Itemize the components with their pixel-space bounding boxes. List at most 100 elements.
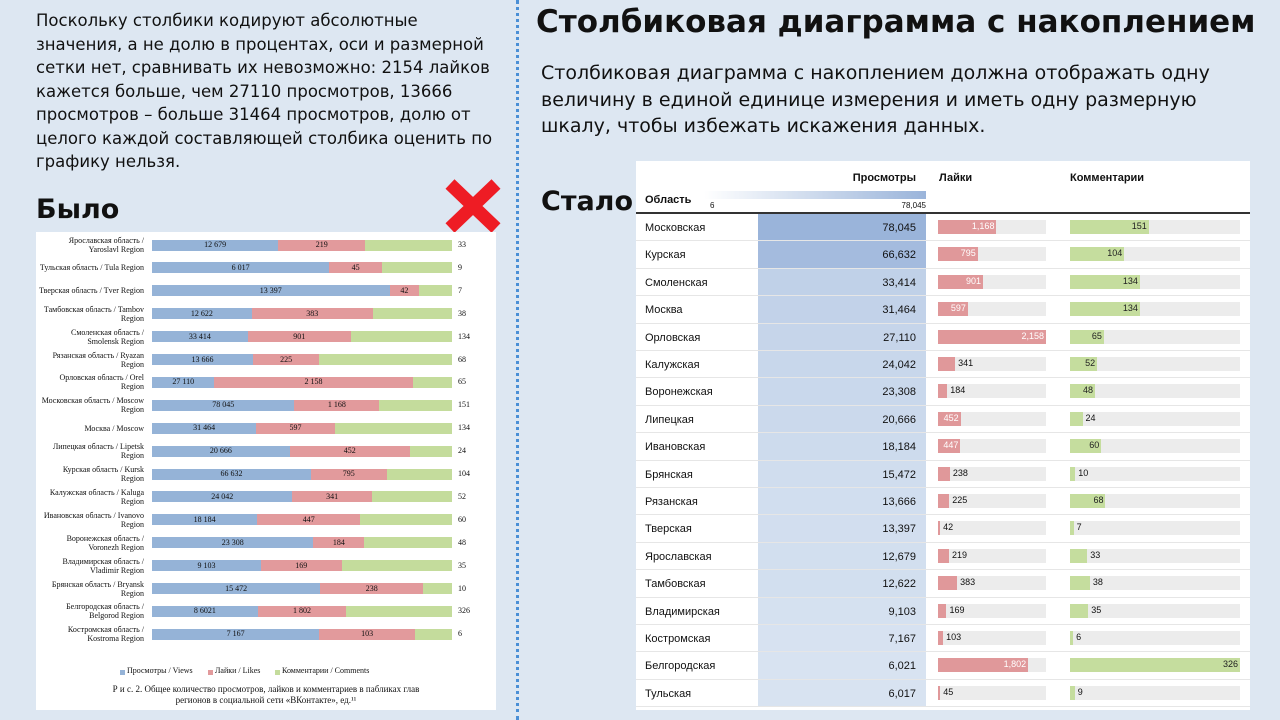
header-rule xyxy=(636,212,1250,214)
row-rule xyxy=(636,569,1250,571)
views-cell xyxy=(758,652,926,679)
value-label: 597 xyxy=(289,423,302,433)
value-label: 7 xyxy=(458,285,462,295)
region: Калужская xyxy=(645,359,700,371)
bar-track xyxy=(1070,329,1240,344)
comments-value: 33 xyxy=(1090,549,1101,560)
bar-segment xyxy=(292,491,372,503)
bar-track xyxy=(938,576,1046,591)
likes-bar xyxy=(938,247,978,262)
bar-segment xyxy=(152,376,215,388)
bar-track xyxy=(1070,603,1240,618)
category-label: Ивановская область / Ivanovo Region xyxy=(43,510,144,529)
comments-value: 38 xyxy=(1092,577,1103,588)
bar-segment xyxy=(386,468,452,480)
value-label: 103 xyxy=(361,629,374,639)
comments-bar xyxy=(1070,603,1089,618)
bar-segment xyxy=(152,422,257,434)
color-scale xyxy=(704,191,926,199)
value-label: 8 6021 xyxy=(193,606,216,616)
value-label: 24 xyxy=(458,446,466,456)
views-value: 15,472 xyxy=(882,468,916,481)
value-label: 383 xyxy=(306,308,319,318)
value-label: 1 168 xyxy=(327,400,346,410)
likes-value: 795 xyxy=(960,248,976,259)
value-label: 447 xyxy=(302,514,315,524)
comments-bar xyxy=(1070,247,1125,262)
views-value: 20,666 xyxy=(882,413,916,426)
bar-track xyxy=(1070,384,1240,399)
comments-bar xyxy=(1070,631,1074,645)
bar-segment xyxy=(152,354,254,365)
region: Ивановская xyxy=(645,441,706,454)
category-label: Москва / Moscow xyxy=(84,423,144,433)
region: Тамбовская xyxy=(645,578,706,591)
comments-bar xyxy=(1070,494,1106,508)
likes-bar xyxy=(938,466,950,481)
likes-bar xyxy=(938,274,984,289)
value-label: 238 xyxy=(365,583,378,593)
bar-segment xyxy=(294,399,380,411)
likes-value: 1,168 xyxy=(971,221,995,231)
region: Воронежская xyxy=(645,386,713,399)
bar-track xyxy=(938,411,1046,426)
value-label: 18 184 xyxy=(193,514,216,524)
value-label: 901 xyxy=(293,331,306,341)
region: Московская xyxy=(645,222,706,234)
comments-bar xyxy=(1070,357,1098,371)
legend-swatch xyxy=(275,670,280,675)
comments-value: 134 xyxy=(1122,303,1138,314)
views-value: 13,397 xyxy=(882,523,916,536)
region: Костромская xyxy=(645,633,711,645)
value-label: 48 xyxy=(458,537,466,547)
bar-track xyxy=(938,384,1046,399)
bar-track xyxy=(938,494,1046,508)
bar-track xyxy=(1070,548,1240,563)
views-value: 78,045 xyxy=(882,222,916,234)
views-value: 31,464 xyxy=(882,304,916,317)
value-label: 78 045 xyxy=(212,400,235,410)
row-rule xyxy=(636,322,1250,324)
value-label: 6 017 xyxy=(231,262,250,272)
views-cell xyxy=(758,241,926,268)
region: Ярославская xyxy=(645,550,712,563)
category-label: Тамбовская область / Tambov Region xyxy=(43,304,144,323)
comments-value: 134 xyxy=(1122,275,1138,286)
bar-track xyxy=(938,631,1046,645)
value-label: 65 xyxy=(458,377,466,387)
comments-value: 151 xyxy=(1131,221,1147,231)
row-rule xyxy=(636,706,1250,708)
views-cell xyxy=(758,570,926,597)
column-header: Лайки xyxy=(939,172,973,184)
comments-value: 10 xyxy=(1078,467,1089,478)
bar-segment xyxy=(152,239,279,251)
comments-bar xyxy=(1070,685,1075,700)
views-cell xyxy=(758,433,926,460)
value-label: 60 xyxy=(458,514,466,524)
category-label: Липецкая область / Lipetsk Region xyxy=(52,442,144,461)
row-rule xyxy=(636,267,1250,269)
row-rule xyxy=(636,377,1250,379)
comments-bar xyxy=(1070,274,1140,289)
value-label: 24 042 xyxy=(211,491,234,501)
category-label: Рязанская область / Ryazan Region xyxy=(52,350,144,369)
comments-bar xyxy=(1070,384,1096,399)
comments-value: 24 xyxy=(1085,412,1096,423)
views-cell xyxy=(758,542,926,570)
views-value: 6,021 xyxy=(888,660,916,673)
bar-segment xyxy=(152,628,320,640)
bar-track xyxy=(938,603,1046,618)
views-value: 12,679 xyxy=(882,550,916,563)
legend-label: Просмотры / Views xyxy=(127,666,193,675)
bar-segment xyxy=(372,308,452,320)
views-value: 13,666 xyxy=(882,496,916,508)
legend-label: Комментарии / Comments xyxy=(282,666,370,675)
category-label: Калужская область / Kaluga Region xyxy=(49,487,144,506)
views-value: 18,184 xyxy=(882,441,916,454)
region: Тульская xyxy=(645,687,692,700)
separator xyxy=(516,0,519,720)
bar-segment xyxy=(350,331,452,343)
likes-value: 238 xyxy=(952,467,968,478)
bar-segment xyxy=(257,605,347,617)
region: Орловская xyxy=(645,331,701,344)
